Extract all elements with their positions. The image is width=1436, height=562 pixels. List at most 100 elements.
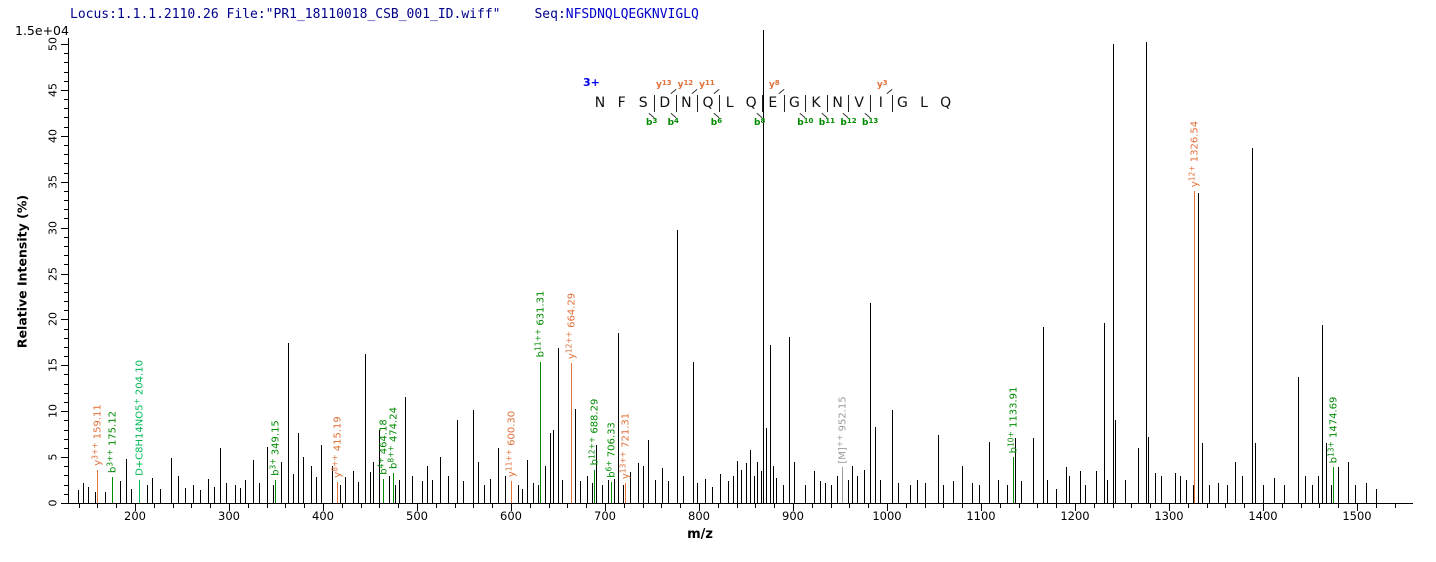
x-tick bbox=[1037, 504, 1039, 508]
sequence-residue: N bbox=[681, 95, 692, 111]
spectrum-peak bbox=[880, 480, 882, 503]
y-tick-label: 50 bbox=[46, 37, 60, 51]
x-tick bbox=[736, 504, 738, 508]
spectrum-peak bbox=[331, 466, 333, 503]
y-tick bbox=[64, 190, 68, 192]
b-ion-label: b3 bbox=[646, 117, 658, 128]
y-tick bbox=[64, 429, 68, 431]
spectrum-peak bbox=[648, 439, 650, 503]
x-tick-label: 1400 bbox=[1248, 509, 1278, 523]
spectrum-peak bbox=[1201, 443, 1203, 503]
y-tick-label: 0 bbox=[46, 499, 60, 507]
spectrum-peak bbox=[1154, 472, 1156, 503]
y-tick bbox=[61, 273, 68, 275]
spectrum-peak bbox=[147, 484, 149, 503]
seq-value: NFSDNQLQEGKNVIGLQ bbox=[565, 7, 699, 22]
spectrum-peak bbox=[505, 475, 507, 503]
spectrum-peak bbox=[789, 336, 791, 503]
sequence-residue: Q bbox=[702, 95, 714, 111]
sequence-residue: Q bbox=[940, 95, 952, 111]
x-tick bbox=[1263, 504, 1264, 511]
fragment-mark bbox=[718, 95, 720, 112]
y-ion-label: y8 bbox=[768, 79, 780, 90]
spectrum-peak bbox=[704, 479, 706, 503]
fragment-mark bbox=[826, 95, 828, 112]
spectrum-peak bbox=[1251, 147, 1253, 503]
spectrum-peak bbox=[697, 482, 699, 503]
spectrum-peak bbox=[1217, 482, 1219, 503]
x-tick bbox=[793, 504, 794, 511]
x-tick bbox=[605, 504, 606, 511]
y-tick bbox=[64, 71, 68, 73]
spectrum-peak bbox=[1305, 475, 1307, 503]
b-ion-label: b11 bbox=[818, 117, 835, 128]
x-tick-label: 500 bbox=[406, 509, 428, 523]
spectrum-peak bbox=[962, 466, 964, 503]
spectrum-peak bbox=[532, 482, 534, 503]
y-tick bbox=[64, 484, 68, 486]
spectrum-peak bbox=[77, 490, 79, 503]
x-tick bbox=[717, 504, 719, 508]
spectrum-peak bbox=[1020, 481, 1022, 503]
spectrum-peak bbox=[234, 484, 236, 503]
ion-annotation-label: b10+ 1133.91 bbox=[1006, 386, 1020, 453]
x-tick bbox=[1187, 504, 1189, 508]
x-tick bbox=[529, 504, 531, 508]
spectrum-peak bbox=[365, 354, 367, 503]
spectrum-peak bbox=[266, 447, 268, 503]
sequence-residue: K bbox=[811, 95, 821, 111]
x-tick bbox=[943, 504, 945, 508]
spectrum-peak bbox=[339, 484, 341, 503]
spectrum-peak bbox=[952, 481, 954, 503]
locus-file-text: Locus:1.1.1.2110.26 File:"PR1_18110018_C… bbox=[70, 7, 501, 22]
y-tick bbox=[61, 457, 68, 459]
y-tick bbox=[64, 163, 68, 165]
sequence-residue: S bbox=[638, 95, 648, 111]
spectrum-peak bbox=[1032, 437, 1034, 503]
spectrum-peak bbox=[1317, 475, 1319, 503]
x-tick bbox=[1056, 504, 1058, 508]
ion-annotation-label: y12++ 664.29 bbox=[564, 292, 578, 359]
spectrum-peak bbox=[344, 477, 346, 503]
spectrum-peak bbox=[1115, 420, 1117, 503]
spectrum-peak bbox=[432, 480, 433, 503]
ion-annotation-line bbox=[392, 472, 394, 503]
x-tick bbox=[323, 504, 324, 511]
y-tick bbox=[64, 301, 68, 303]
ion-annotation-label: [M]++ 952.15 bbox=[835, 396, 849, 464]
spectrum-peak bbox=[178, 475, 180, 503]
spectrum-peak bbox=[1174, 472, 1176, 503]
spectrum-peak bbox=[622, 484, 624, 503]
x-tick bbox=[830, 504, 832, 508]
b-ion-label: b4 bbox=[667, 117, 679, 128]
spectrum-peak bbox=[497, 447, 499, 503]
spectrum-peak bbox=[483, 484, 485, 503]
spectrum-peak bbox=[1227, 484, 1229, 503]
x-tick bbox=[1075, 504, 1076, 511]
x-tick bbox=[172, 504, 174, 508]
x-tick bbox=[680, 504, 682, 508]
y-tick bbox=[64, 126, 68, 128]
x-tick bbox=[755, 504, 757, 508]
ion-annotation-line bbox=[383, 479, 385, 503]
spectrum-peak bbox=[549, 433, 551, 503]
x-tick bbox=[981, 504, 982, 511]
spectrum-peak bbox=[1208, 484, 1210, 503]
spectrum-peak bbox=[259, 482, 261, 503]
spectrum-peak bbox=[813, 470, 815, 503]
spectrum-peak bbox=[1355, 484, 1357, 503]
spectrum-peak bbox=[184, 488, 186, 503]
sequence-residue: E bbox=[768, 95, 778, 111]
spectrum-peak bbox=[595, 445, 597, 503]
spectrum-peak bbox=[891, 410, 893, 503]
spectrum-peak bbox=[303, 457, 305, 503]
spectrum-peak bbox=[1311, 484, 1313, 503]
spectrum-peak bbox=[924, 482, 926, 503]
ion-annotation-label: b3++ 175.12 bbox=[105, 411, 119, 474]
spectrum-peak bbox=[478, 461, 480, 503]
spectrum-peak bbox=[683, 475, 684, 503]
x-tick bbox=[1300, 504, 1302, 508]
sequence-residue: V bbox=[854, 95, 864, 111]
y-tick-label: 30 bbox=[46, 220, 60, 235]
y-tick bbox=[64, 99, 68, 101]
